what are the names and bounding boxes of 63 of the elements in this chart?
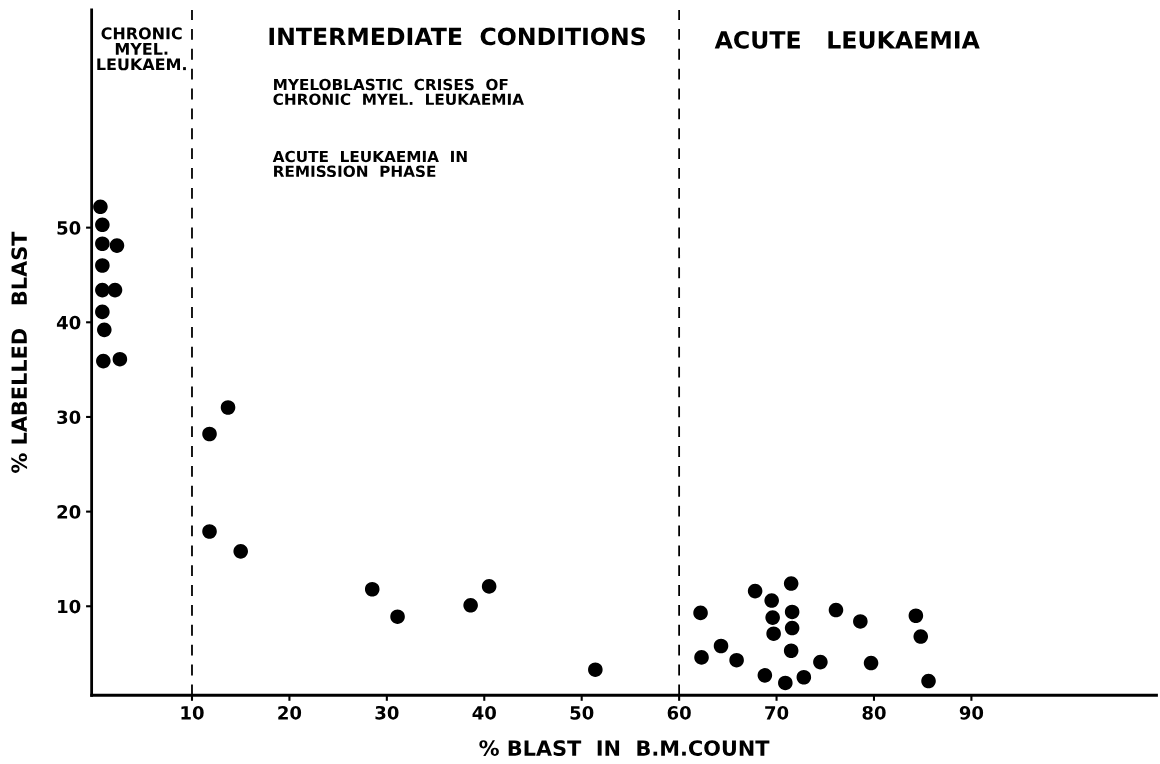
point [757, 668, 773, 683]
point [863, 655, 879, 671]
point [908, 608, 924, 624]
x-tick-label: 40 [472, 705, 496, 720]
point [784, 604, 800, 620]
x-tick-label: 10 [181, 705, 204, 720]
point [107, 282, 123, 298]
x-tick-label: 70 [765, 705, 789, 720]
point [220, 400, 236, 415]
point [783, 576, 799, 591]
point [96, 353, 111, 369]
point [813, 654, 828, 670]
point [95, 304, 110, 320]
x-tick-label: 80 [862, 705, 886, 720]
point [95, 282, 110, 298]
point [109, 238, 125, 253]
annotation: CHRONIC MYEL. LEUKAEM. [97, 27, 186, 71]
annotation: MYELOBLASTIC CRISES OF CHRONIC MYEL. LEUKAEMIA [273, 78, 524, 106]
point [764, 593, 779, 608]
point [783, 643, 799, 659]
point [390, 609, 405, 624]
y-tick-label: 50 [57, 221, 81, 235]
annotation: INTERMEDIATE CONDITIONS [269, 27, 645, 46]
x-tick-label: 20 [278, 705, 302, 720]
point [233, 544, 248, 559]
point [713, 638, 729, 654]
point [95, 258, 110, 273]
annotation: ACUTE LEUKAEMIA IN REMISSION PHASE [272, 150, 467, 178]
y-tick-label: 40 [56, 315, 81, 330]
point [747, 583, 763, 599]
point [765, 610, 780, 625]
y-tick-label: 20 [57, 505, 81, 519]
y-tick-label: 10 [58, 599, 81, 614]
annotation: ACUTE LEUKAEMIA [714, 30, 980, 49]
point [202, 426, 217, 442]
point [588, 662, 603, 677]
x-axis-title: % BLAST IN B.M.COUNT [479, 740, 770, 756]
point [693, 605, 708, 621]
point [202, 524, 217, 539]
point [93, 199, 108, 215]
point [364, 581, 380, 597]
x-tick-label: 60 [667, 705, 691, 720]
point [729, 652, 744, 668]
y-tick-label: 30 [57, 410, 81, 425]
x-tick-label: 50 [570, 705, 594, 720]
point [97, 322, 112, 338]
point [778, 675, 793, 691]
point [95, 236, 110, 252]
point [481, 579, 497, 594]
point [921, 673, 936, 689]
point [796, 669, 812, 685]
x-tick-label: 30 [375, 705, 399, 720]
point [766, 626, 781, 641]
point [112, 351, 128, 367]
x-tick-label: 90 [959, 705, 984, 720]
point [95, 217, 110, 233]
point [694, 650, 709, 665]
point [913, 629, 929, 644]
point [784, 620, 800, 636]
point [853, 614, 868, 629]
y-axis-title: % LABELLED BLAST [11, 231, 28, 473]
point [463, 598, 478, 613]
point [828, 602, 844, 618]
